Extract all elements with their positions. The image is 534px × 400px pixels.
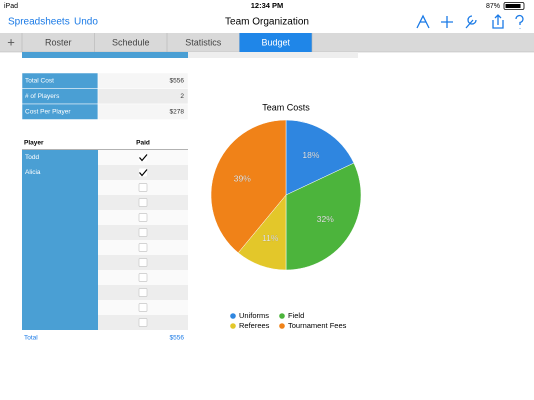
legend-swatch — [230, 313, 236, 319]
share-icon[interactable] — [492, 14, 504, 29]
player-name: Alicia — [25, 169, 41, 176]
chart-title: Team Costs — [262, 102, 310, 112]
paid-checkbox[interactable] — [138, 258, 148, 267]
device-name: iPad — [4, 3, 18, 10]
paid-checkbox[interactable] — [138, 288, 148, 297]
header-player: Player — [24, 140, 44, 147]
battery-level — [505, 4, 521, 8]
tools-icon[interactable] — [465, 15, 477, 29]
sheet-tab[interactable]: Budget — [261, 37, 290, 47]
legend-swatch — [279, 313, 285, 319]
summary-label: Cost Per Player — [25, 108, 71, 115]
slice-label: 32% — [317, 214, 334, 224]
paid-checkbox[interactable] — [138, 228, 148, 237]
summary-label: Total Cost — [25, 77, 54, 84]
sheet-tab[interactable]: Roster — [45, 37, 72, 47]
toolbar-icons — [416, 14, 524, 29]
checkmark — [139, 154, 148, 162]
legend-label: Referees — [239, 321, 270, 330]
battery-percent: 87% — [486, 3, 500, 10]
player-name: Todd — [25, 154, 39, 161]
sheet-tab[interactable]: Statistics — [185, 37, 222, 47]
legend-label: Field — [288, 311, 304, 320]
slice-label: 11% — [262, 233, 279, 243]
hidden-table-row — [22, 52, 188, 58]
document-title: Team Organization — [225, 17, 309, 28]
spreadsheets-button[interactable]: Spreadsheets — [8, 17, 70, 28]
checkmark — [139, 169, 148, 177]
summary-value: $556 — [170, 77, 185, 84]
slice-label: 39% — [234, 173, 251, 183]
add-icon[interactable] — [441, 16, 453, 28]
summary-value-cell — [97, 88, 189, 105]
legend-label: Uniforms — [239, 311, 269, 320]
pie-slice — [285, 119, 355, 196]
paid-checkbox[interactable] — [138, 213, 148, 222]
summary-label: # of Players — [25, 93, 60, 100]
add-sheet-button[interactable]: + — [7, 34, 15, 49]
hidden-table-row — [188, 52, 358, 58]
total-value: $556 — [170, 335, 185, 342]
help-icon[interactable] — [515, 14, 524, 29]
paid-checkbox[interactable] — [138, 273, 148, 282]
paid-checkbox[interactable] — [138, 303, 148, 312]
pie-slice — [210, 119, 287, 254]
summary-value: 2 — [180, 93, 184, 100]
legend-swatch — [230, 323, 236, 329]
clock: 12:34 PM — [251, 1, 284, 10]
paid-checkbox[interactable] — [138, 198, 148, 207]
total-label: Total — [24, 335, 38, 342]
summary-value: $278 — [170, 108, 185, 115]
legend-label: Tournament Fees — [288, 321, 347, 330]
legend-swatch — [279, 323, 285, 329]
paid-checkbox[interactable] — [138, 243, 148, 252]
player-column — [22, 150, 98, 330]
selected-tab — [239, 33, 312, 52]
battery-icon — [503, 2, 525, 10]
sheet-tab[interactable]: Schedule — [112, 37, 150, 47]
format-icon[interactable] — [416, 14, 430, 29]
paid-checkbox[interactable] — [138, 183, 148, 192]
undo-button[interactable]: Undo — [74, 17, 98, 28]
pie-slice — [285, 162, 362, 271]
summary-value-cell — [97, 103, 189, 120]
slice-label: 18% — [302, 150, 319, 160]
header-paid: Paid — [136, 140, 150, 147]
paid-checkbox[interactable] — [138, 318, 148, 327]
